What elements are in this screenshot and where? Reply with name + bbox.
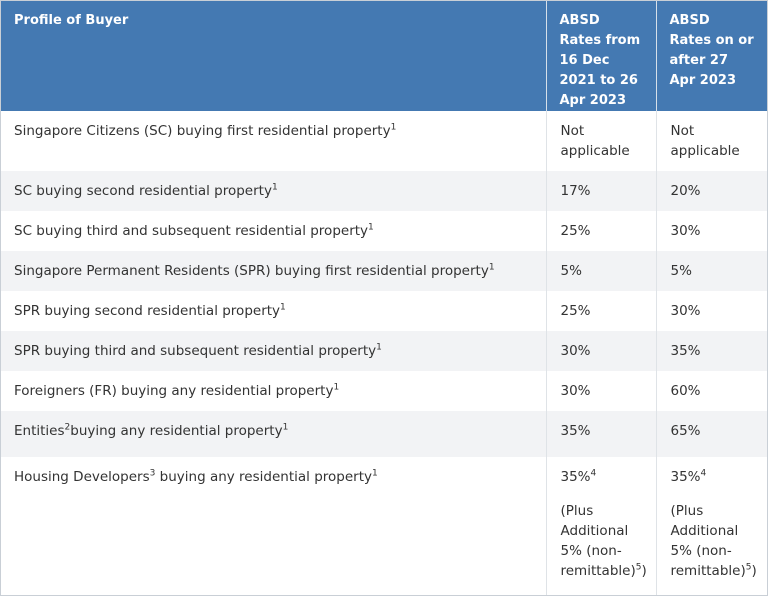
additional-note: (Plus Additional 5% (non-remittable)5): [560, 503, 647, 579]
profile-cell: Entities2buying any residential property…: [1, 411, 547, 457]
rate-new-cell: 30%: [656, 211, 767, 251]
rate-old-cell: 30%: [546, 371, 657, 411]
table-row: Foreigners (FR) buying any residential p…: [1, 371, 767, 411]
rate-new-cell: 20%: [656, 171, 767, 211]
profile-cell: SC buying second residential property1: [1, 171, 547, 211]
table-row: Housing Developers3 buying any residenti…: [1, 457, 767, 595]
rate-old-cell: 25%: [546, 211, 657, 251]
table-row: SC buying third and subsequent residenti…: [1, 211, 767, 251]
table-row: Singapore Citizens (SC) buying first res…: [1, 111, 767, 171]
profile-cell: Singapore Permanent Residents (SPR) buyi…: [1, 251, 547, 291]
profile-cell: Housing Developers3 buying any residenti…: [1, 457, 547, 595]
profile-cell: Foreigners (FR) buying any residential p…: [1, 371, 547, 411]
header-rate-new: ABSD Rates on or after 27 Apr 2023: [656, 1, 767, 111]
table-row: SPR buying second residential property1 …: [1, 291, 767, 331]
rate-old-cell: 25%: [546, 291, 657, 331]
table-row: Singapore Permanent Residents (SPR) buyi…: [1, 251, 767, 291]
table-row: SC buying second residential property1 1…: [1, 171, 767, 211]
profile-cell: SPR buying second residential property1: [1, 291, 547, 331]
profile-cell: SC buying third and subsequent residenti…: [1, 211, 547, 251]
rate-new-cell: Not applicable: [656, 111, 767, 171]
rate-old-cell: 30%: [546, 331, 657, 371]
profile-cell: Singapore Citizens (SC) buying first res…: [1, 111, 547, 171]
table-row: Entities2buying any residential property…: [1, 411, 767, 457]
rate-new-cell: 60%: [656, 371, 767, 411]
rate-new-cell: 65%: [656, 411, 767, 457]
header-profile: Profile of Buyer: [1, 1, 547, 111]
rate-new-cell: 35%: [656, 331, 767, 371]
rate-new-cell: 35%4 (Plus Additional 5% (non-remittable…: [656, 457, 767, 595]
table-row: SPR buying third and subsequent resident…: [1, 331, 767, 371]
additional-note: (Plus Additional 5% (non-remittable)5): [670, 503, 757, 579]
rate-new-cell: 30%: [656, 291, 767, 331]
rate-old-cell: 5%: [546, 251, 657, 291]
header-rate-old: ABSD Rates from 16 Dec 2021 to 26 Apr 20…: [546, 1, 657, 111]
profile-cell: SPR buying third and subsequent resident…: [1, 331, 547, 371]
table-header-row: Profile of Buyer ABSD Rates from 16 Dec …: [1, 1, 767, 111]
rate-old-cell: 35%4 (Plus Additional 5% (non-remittable…: [546, 457, 657, 595]
rate-new-cell: 5%: [656, 251, 767, 291]
rate-old-cell: Not applicable: [546, 111, 657, 171]
rate-old-cell: 17%: [546, 171, 657, 211]
rate-old-cell: 35%: [546, 411, 657, 457]
